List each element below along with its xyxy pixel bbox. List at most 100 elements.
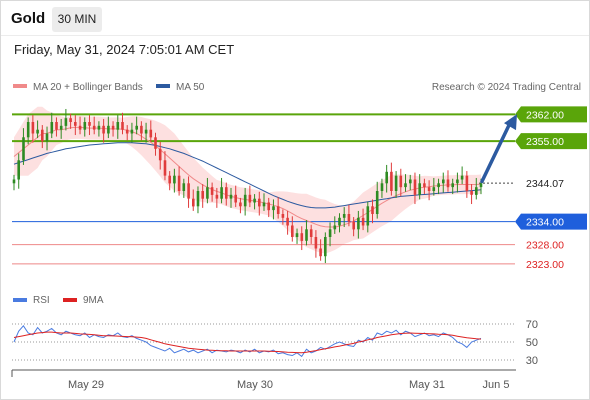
- level-tag-2362-00: [515, 106, 587, 123]
- candle-body: [234, 194, 237, 203]
- ma50-legend-label: MA 50: [176, 82, 205, 93]
- candle-body: [437, 183, 440, 188]
- candle-body: [366, 206, 370, 226]
- candle-body: [22, 137, 25, 161]
- candle-body: [187, 183, 190, 199]
- candle-body: [328, 229, 332, 237]
- candle-body: [338, 217, 341, 226]
- candle-body: [248, 194, 252, 203]
- bollinger-band: [14, 106, 481, 254]
- candle-body: [319, 248, 322, 257]
- candle-body: [276, 206, 280, 214]
- candle-body: [281, 214, 285, 218]
- candle-body: [272, 206, 275, 211]
- time-tick-label-may-31: May 31: [409, 379, 445, 391]
- rsi-tick-label-50: 50: [526, 337, 538, 349]
- candle-body: [102, 125, 105, 134]
- rsi-legend: RSI 9MA: [13, 295, 104, 306]
- candle-body: [258, 198, 261, 207]
- timeframe-button[interactable]: 30 MIN: [52, 7, 102, 32]
- candle-body: [225, 187, 228, 199]
- rsi-ma-legend-swatch: [63, 298, 77, 302]
- candle-body: [324, 237, 327, 257]
- candle-body: [64, 118, 68, 126]
- level-label-2362-00: 2362.00: [526, 109, 564, 121]
- candle-body: [210, 187, 214, 195]
- price-chart: 2362.00 2355.00 2344.07 2334.00 2328.00 2323.…: [12, 106, 587, 271]
- rsi-legend-label: RSI: [33, 295, 50, 306]
- candle-body: [144, 129, 148, 134]
- ma20-line: [13, 126, 482, 228]
- time-tick-label-may-30: May 30: [237, 379, 273, 391]
- candle-body: [399, 175, 403, 188]
- candle-body: [130, 129, 134, 134]
- candle-body: [140, 125, 143, 134]
- ma50-line: [13, 142, 482, 209]
- candle-body: [475, 187, 478, 195]
- candle-body: [418, 183, 421, 195]
- candle-body: [267, 202, 270, 211]
- candle-body: [413, 179, 417, 195]
- candle-body: [69, 118, 72, 122]
- level-label-2323-00: 2323.00: [526, 259, 564, 271]
- time-tick-label-may-29: May 29: [68, 379, 104, 391]
- ma20-legend-label: MA 20 + Bollinger Bands: [33, 82, 143, 93]
- candle-body: [149, 129, 153, 138]
- candle-body: [423, 183, 426, 188]
- candle-body: [168, 175, 171, 184]
- last-price-label: 2344.07: [526, 178, 564, 190]
- candle-body: [333, 225, 337, 230]
- projection-arrow-head: [504, 114, 517, 131]
- rsi-legend-swatch: [13, 298, 27, 302]
- candle-body: [352, 221, 355, 230]
- candle-body: [394, 175, 398, 191]
- candle-body: [154, 137, 157, 149]
- candle-body: [121, 122, 124, 130]
- candle-body: [295, 233, 299, 237]
- candle-body: [107, 125, 110, 134]
- rsi-ma-line: [13, 331, 482, 354]
- candle-body: [357, 217, 360, 230]
- level-label-2328-00: 2328.00: [526, 240, 564, 252]
- candle-body: [83, 122, 87, 130]
- candle-body: [465, 175, 469, 191]
- candle-body: [262, 202, 266, 207]
- candle-body: [470, 191, 473, 195]
- candle-body: [442, 179, 445, 184]
- candle-body: [17, 160, 20, 180]
- candle-body: [177, 175, 181, 191]
- level-tag-2355-00: [515, 133, 587, 150]
- candle-body: [456, 179, 459, 184]
- candle-body: [59, 125, 63, 130]
- candle-body: [380, 183, 384, 191]
- candle-body: [215, 194, 219, 199]
- candle-body: [111, 125, 115, 130]
- ma20-legend-swatch: [13, 84, 27, 88]
- candle-body: [460, 175, 464, 180]
- candle-body: [50, 122, 54, 134]
- candle-body: [92, 125, 96, 130]
- rsi-tick-label-30: 30: [526, 355, 538, 367]
- ma50-legend-swatch: [156, 84, 170, 88]
- main-legend: MA 20 + Bollinger Bands MA 50 Research ©…: [13, 82, 581, 93]
- candle-body: [432, 187, 436, 191]
- candle-body: [286, 217, 289, 226]
- candle-body: [192, 198, 195, 207]
- candle-body: [229, 194, 233, 199]
- candle-body: [196, 191, 200, 207]
- candle-body: [97, 125, 101, 130]
- candle-body: [361, 217, 365, 226]
- candle-body: [371, 206, 374, 214]
- candle-body: [309, 229, 313, 237]
- candle-body: [291, 225, 294, 237]
- chart-datetime: Friday, May 31, 2024 7:05:01 AM CET: [14, 42, 235, 57]
- research-credit: Research © 2024 Trading Central: [432, 82, 581, 93]
- candle-body: [88, 122, 91, 126]
- candle-body: [125, 129, 129, 134]
- candle-body: [74, 122, 77, 126]
- candle-body: [45, 133, 49, 142]
- candle-body: [41, 129, 44, 142]
- candle-body: [342, 214, 346, 218]
- candle-body: [390, 171, 393, 191]
- level-label-2355-00: 2355.00: [526, 136, 564, 148]
